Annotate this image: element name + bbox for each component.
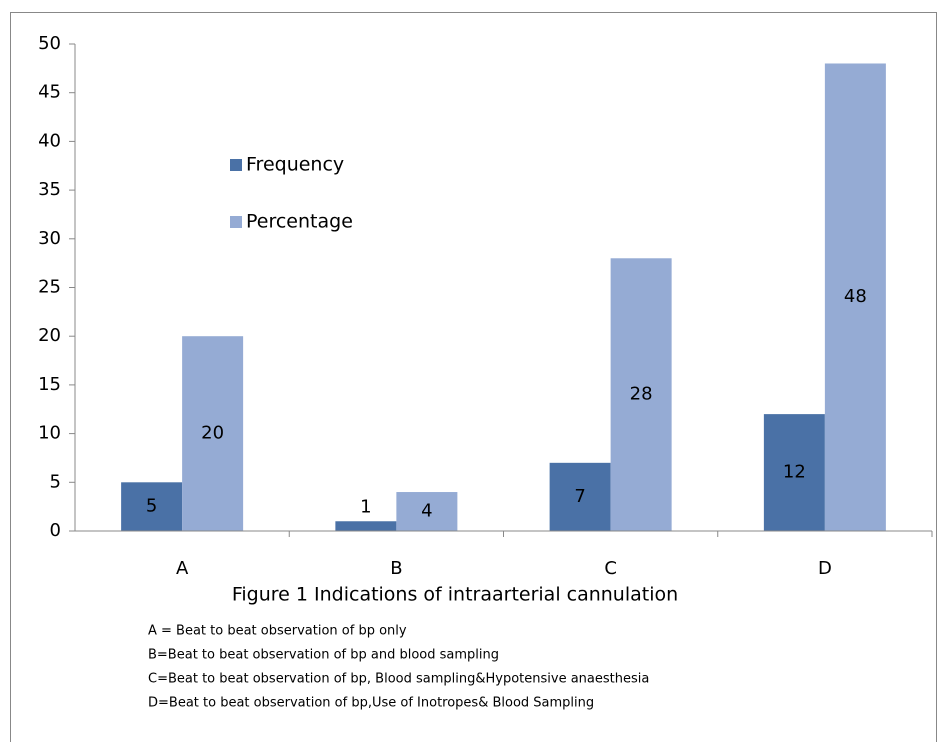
chart-border <box>10 12 937 742</box>
y-tick-label: 5 <box>50 471 61 492</box>
data-label: 4 <box>421 501 432 522</box>
bar <box>549 462 611 531</box>
y-tick-label: 10 <box>38 423 61 444</box>
bar <box>396 492 458 531</box>
data-label: 12 <box>783 462 806 483</box>
y-tick-label: 45 <box>38 82 61 103</box>
y-tick-label: 50 <box>38 33 61 54</box>
y-tick-label: 15 <box>38 374 61 395</box>
legend-label: Frequency <box>246 154 344 176</box>
data-label: 48 <box>844 286 867 307</box>
bar <box>763 414 825 531</box>
bar <box>182 336 244 531</box>
y-tick-label: 20 <box>38 325 61 346</box>
note: D=Beat to beat observation of bp,Use of … <box>148 696 594 711</box>
data-label: 28 <box>630 384 653 405</box>
x-tick-label: D <box>818 558 832 579</box>
data-label: 7 <box>574 486 585 507</box>
bar <box>335 521 397 531</box>
note: C=Beat to beat observation of bp, Blood … <box>148 672 649 687</box>
y-tick-label: 30 <box>38 228 61 249</box>
data-label: 1 <box>360 496 371 517</box>
x-tick-label: C <box>604 558 617 579</box>
chart-title: Figure 1 Indications of intraarterial ca… <box>232 584 678 606</box>
note: B=Beat to beat observation of bp and blo… <box>148 648 499 663</box>
x-tick-label: B <box>390 558 402 579</box>
note: A = Beat to beat observation of bp only <box>148 624 407 639</box>
x-tick-label: A <box>176 558 189 579</box>
legend-label: Percentage <box>246 211 353 233</box>
data-label: 20 <box>201 423 224 444</box>
y-tick-label: 35 <box>38 179 61 200</box>
legend-swatch <box>230 216 242 228</box>
y-tick-label: 40 <box>38 130 61 151</box>
bar <box>121 482 183 531</box>
y-tick-label: 0 <box>50 520 61 541</box>
bar <box>824 63 886 531</box>
legend-swatch <box>230 159 242 171</box>
bar <box>610 258 672 531</box>
y-tick-label: 25 <box>38 277 61 298</box>
data-label: 5 <box>146 496 157 517</box>
